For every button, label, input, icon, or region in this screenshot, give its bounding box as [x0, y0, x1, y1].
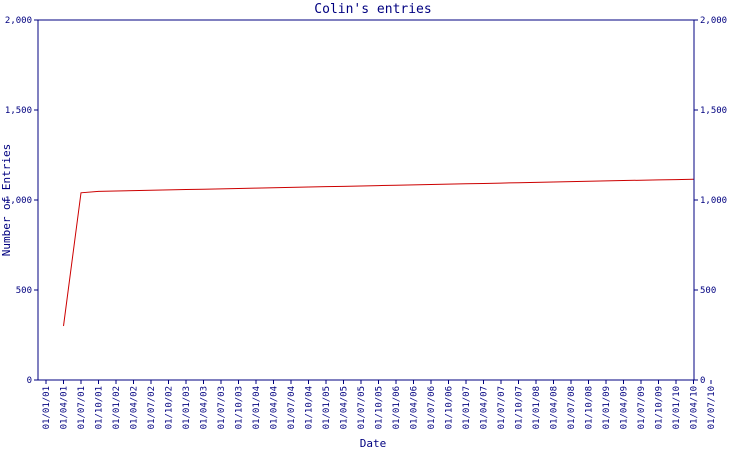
- x-tick-label: 01/01/02: [112, 386, 122, 429]
- y-tick-label: 500: [16, 286, 32, 296]
- x-tick-label: 01/10/04: [305, 386, 315, 429]
- x-tick-label: 01/01/06: [392, 386, 402, 429]
- x-tick-label: 01/01/08: [532, 386, 542, 429]
- x-tick-label: 01/10/09: [655, 386, 665, 429]
- x-tick-label: 01/01/03: [182, 386, 192, 429]
- x-tick-label: 01/10/08: [585, 386, 595, 429]
- x-tick-label: 01/04/10: [690, 386, 700, 429]
- x-tick-label: 01/01/01: [42, 386, 52, 429]
- y-tick-label: 0: [27, 376, 32, 386]
- x-tick-label: 01/01/05: [322, 386, 332, 429]
- y2-tick-label: 2,000: [700, 16, 727, 26]
- y2-tick-label: 1,500: [700, 106, 727, 116]
- x-tick-label: 01/10/07: [515, 386, 525, 429]
- x-tick-label: 01/07/06: [427, 386, 437, 429]
- x-axis-label: Date: [360, 437, 387, 450]
- x-tick-label: 01/07/02: [147, 386, 157, 429]
- x-tick-label: 01/07/03: [217, 386, 227, 429]
- y2-tick-label: 0: [700, 376, 705, 386]
- chart-title: Colin's entries: [314, 2, 431, 17]
- x-tick-label: 01/01/07: [462, 386, 472, 429]
- x-tick-label: 01/10/01: [95, 386, 105, 429]
- x-tick-label: 01/04/04: [270, 386, 280, 429]
- x-tick-label: 01/07/09: [637, 386, 647, 429]
- x-tick-label: 01/07/04: [287, 386, 297, 429]
- x-tick-label: 01/07/08: [567, 386, 577, 429]
- x-tick-label: 01/10/03: [235, 386, 245, 429]
- x-tick-label: 01/04/09: [620, 386, 630, 429]
- y-axis-label: Number of Entries: [0, 144, 13, 257]
- x-tick-label: 01/10/06: [445, 386, 455, 429]
- x-tick-label: 01/04/05: [340, 386, 350, 429]
- y-tick-label: 1,500: [5, 106, 32, 116]
- x-tick-label: 01/07/05: [357, 386, 367, 429]
- x-tick-label: 01/10/02: [165, 386, 175, 429]
- y-tick-label: 1,000: [5, 196, 32, 206]
- y2-tick-label: 500: [700, 286, 716, 296]
- x-tick-label: 01/04/02: [130, 386, 140, 429]
- x-tick-label: 01/04/03: [200, 386, 210, 429]
- y2-tick-label: 1,000: [700, 196, 727, 206]
- y-tick-label: 2,000: [5, 16, 32, 26]
- data-line: [63, 178, 694, 327]
- x-tick-label: 01/04/08: [550, 386, 560, 429]
- x-tick-label: 01/04/07: [480, 386, 490, 429]
- x-tick-label: 01/01/10: [672, 386, 682, 429]
- x-tick-label: 01/01/04: [252, 386, 262, 429]
- x-tick-label: 01/07/10: [707, 386, 717, 429]
- x-tick-label: 01/01/09: [602, 386, 612, 429]
- x-tick-label: 01/10/05: [375, 386, 385, 429]
- x-tick-label: 01/04/06: [410, 386, 420, 429]
- x-tick-label: 01/04/01: [60, 386, 70, 429]
- x-tick-label: 01/07/01: [77, 386, 87, 429]
- x-tick-label: 01/07/07: [497, 386, 507, 429]
